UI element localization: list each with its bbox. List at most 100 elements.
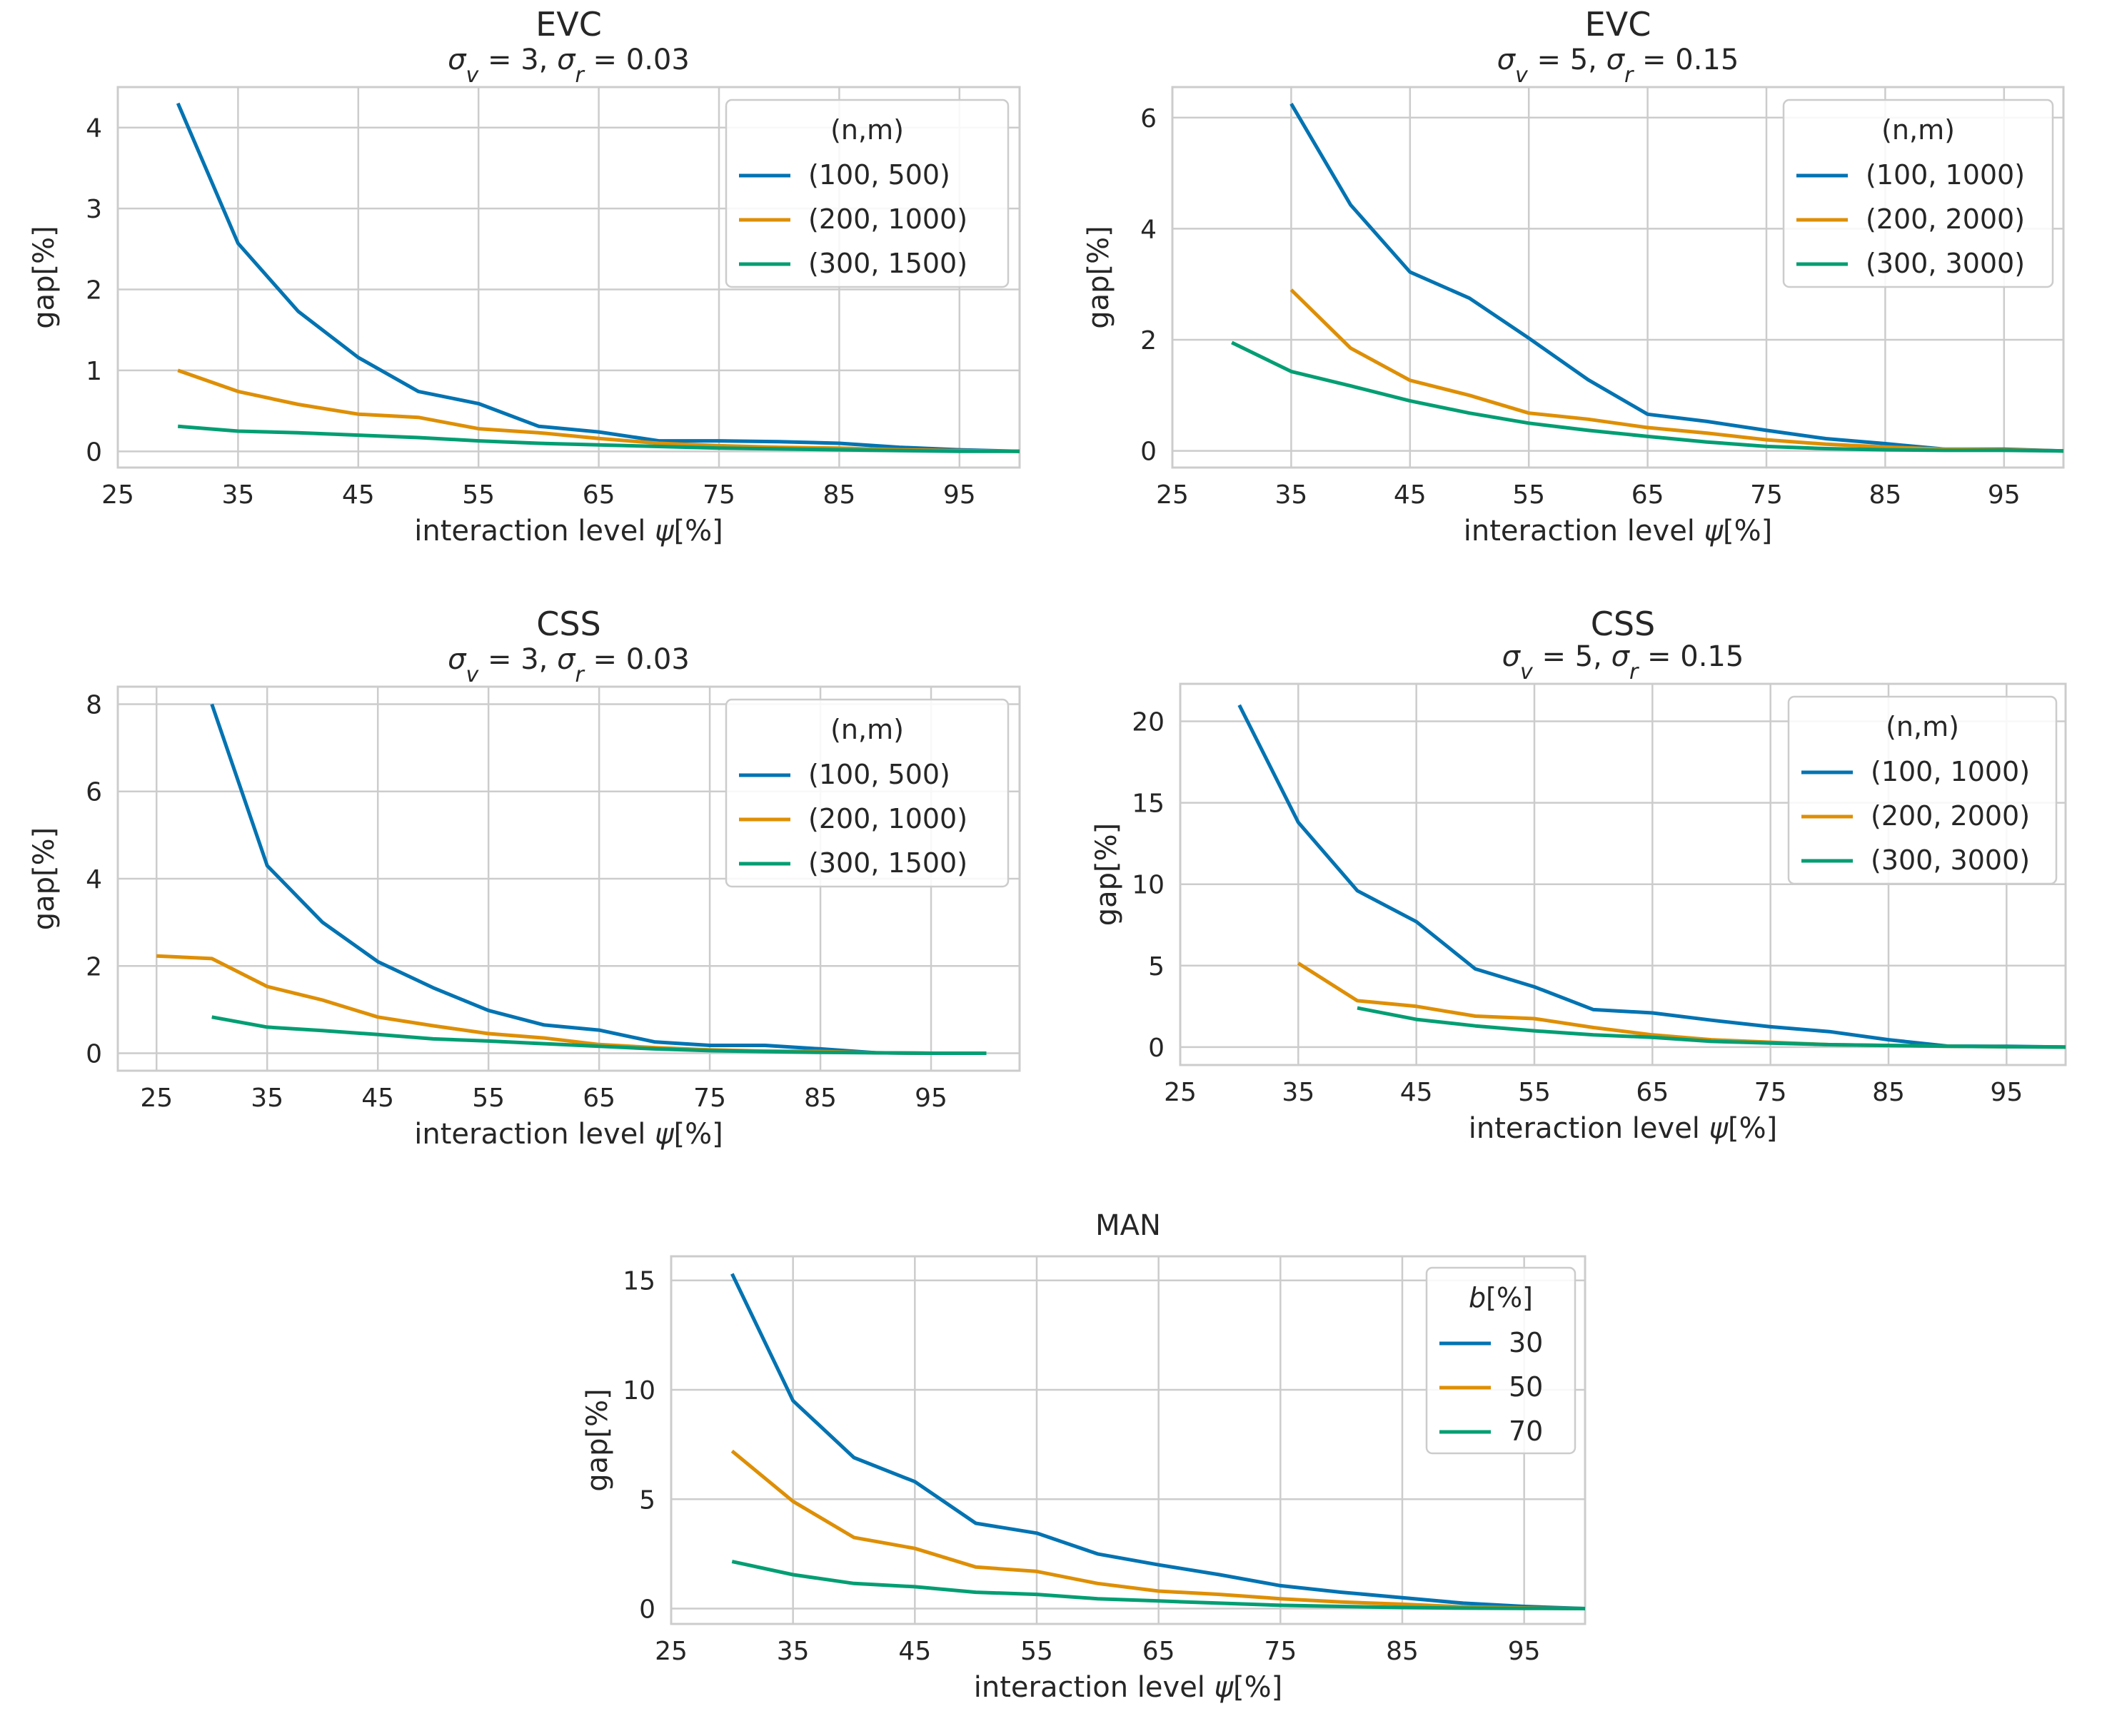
legend-entry-1: 30 xyxy=(1509,1327,1543,1358)
legend-box xyxy=(725,99,1010,288)
y-tick-label: 10 xyxy=(1132,871,1165,900)
chart-title: EVC xyxy=(535,5,602,44)
x-tick-label: 45 xyxy=(342,480,375,510)
series-line-1 xyxy=(176,102,1020,453)
x-axis-label: interaction level ψ[%] xyxy=(414,515,723,547)
y-tick-label: 3 xyxy=(86,195,102,224)
legend: (n,m) (100, 500) (200, 1000) (300, 1500) xyxy=(725,99,1010,288)
legend-box xyxy=(725,698,1010,888)
y-tick-label: 0 xyxy=(1148,1034,1165,1063)
x-tick-label: 35 xyxy=(777,1637,810,1666)
chart-man: MAN 25 35 45 55 65 75 85 95 0 5 10 15 interaction lev… xyxy=(581,1209,1586,1704)
x-axis-label: interaction level ψ[%] xyxy=(1464,515,1772,547)
y-tick-label: 1 xyxy=(86,357,102,386)
y-tick-label: 20 xyxy=(1132,707,1165,737)
x-tick-label: 95 xyxy=(1988,480,2021,510)
legend-entry-3: (300, 1500) xyxy=(808,847,967,879)
y-tick-label: 4 xyxy=(86,114,102,143)
legend: b[%] 30 50 70 xyxy=(1425,1266,1577,1455)
x-tick-label: 85 xyxy=(1869,480,1901,510)
y-axis-label: gap[%] xyxy=(1090,823,1123,927)
y-tick-label: 2 xyxy=(86,952,102,981)
x-tick-label: 95 xyxy=(943,480,976,510)
series-line-2 xyxy=(1289,288,2064,453)
legend-box xyxy=(1425,1266,1577,1455)
series-line-2 xyxy=(730,1449,1586,1610)
x-tick-label: 25 xyxy=(655,1637,688,1666)
chart-subtitle: σv = 5, σr = 0.15 xyxy=(1497,44,1739,88)
y-tick-label: 4 xyxy=(1140,215,1157,244)
plot-frame xyxy=(670,1255,1586,1625)
x-axis-label: interaction level ψ[%] xyxy=(974,1671,1282,1704)
series-line-3 xyxy=(177,424,1020,453)
series-line-3 xyxy=(731,1560,1586,1610)
y-tick-label: 15 xyxy=(1132,789,1165,819)
y-axis-label: gap[%] xyxy=(28,827,61,931)
x-tick-label: 85 xyxy=(804,1084,837,1113)
x-tick-label: 25 xyxy=(140,1084,173,1113)
chart-subtitle: σv = 3, σr = 0.03 xyxy=(448,643,690,687)
y-axis-label: gap[%] xyxy=(28,226,61,329)
chart-title: MAN xyxy=(1095,1209,1161,1242)
legend-entry-1: (100, 500) xyxy=(808,159,950,191)
x-tick-label: 45 xyxy=(1400,1078,1433,1107)
chart-subtitle: σv = 5, σr = 0.15 xyxy=(1502,640,1744,685)
x-tick-label: 55 xyxy=(1518,1078,1551,1107)
x-tick-label: 35 xyxy=(1274,480,1307,510)
legend-title: (n,m) xyxy=(830,714,904,745)
series-line-2 xyxy=(156,954,987,1055)
x-tick-label: 65 xyxy=(583,480,615,510)
y-tick-label: 0 xyxy=(639,1595,655,1625)
y-tick-label: 0 xyxy=(86,438,102,467)
plot-frame xyxy=(1179,682,2067,1066)
x-tick-label: 75 xyxy=(693,1084,726,1113)
x-tick-label: 25 xyxy=(101,480,134,510)
x-axis-label: interaction level ψ[%] xyxy=(414,1118,723,1151)
x-tick-label: 85 xyxy=(1872,1078,1905,1107)
legend-entry-1: (100, 500) xyxy=(808,759,950,790)
y-tick-label: 2 xyxy=(1140,326,1157,355)
x-tick-label: 25 xyxy=(1164,1078,1197,1107)
x-tick-label: 55 xyxy=(1512,480,1545,510)
x-axis-label: interaction level ψ[%] xyxy=(1469,1112,1777,1145)
chart-title: EVC xyxy=(1585,5,1651,44)
y-tick-label: 8 xyxy=(86,690,102,720)
series-line-3 xyxy=(1357,1006,2066,1049)
legend-entry-2: (200, 1000) xyxy=(808,203,967,235)
legend-entry-2: 50 xyxy=(1509,1371,1543,1403)
legend-title: (n,m) xyxy=(1881,114,1955,146)
y-tick-label: 5 xyxy=(639,1485,655,1515)
y-tick-label: 0 xyxy=(86,1040,102,1069)
chart-title: CSS xyxy=(1591,605,1656,643)
series-line-3 xyxy=(1231,340,2064,453)
legend-title: (n,m) xyxy=(830,114,904,146)
chart-title: CSS xyxy=(536,605,601,643)
x-tick-label: 95 xyxy=(1990,1078,2023,1107)
legend-entry-1: (100, 1000) xyxy=(1866,159,2025,191)
y-axis-label: gap[%] xyxy=(581,1388,614,1492)
y-tick-label: 15 xyxy=(623,1267,655,1296)
series-line-2 xyxy=(1297,962,2066,1049)
x-tick-label: 75 xyxy=(703,480,735,510)
x-tick-label: 55 xyxy=(1020,1637,1053,1666)
legend-entry-3: (300, 3000) xyxy=(1871,844,2030,876)
y-tick-label: 4 xyxy=(86,865,102,894)
x-tick-label: 65 xyxy=(1636,1078,1669,1107)
series-line-1 xyxy=(1237,704,2066,1049)
x-tick-label: 95 xyxy=(1508,1637,1541,1666)
y-tick-label: 6 xyxy=(1140,104,1157,133)
legend-entry-2: (200, 2000) xyxy=(1866,203,2025,235)
legend-box xyxy=(1787,695,2058,885)
x-tick-label: 65 xyxy=(1142,1637,1175,1666)
series-line-3 xyxy=(211,1015,987,1055)
x-tick-label: 55 xyxy=(462,480,495,510)
x-tick-label: 85 xyxy=(823,480,855,510)
plot-frame xyxy=(1171,86,2065,469)
x-tick-label: 45 xyxy=(361,1084,394,1113)
legend-entry-2: (200, 1000) xyxy=(808,803,967,834)
x-tick-label: 35 xyxy=(221,480,254,510)
plot-frame xyxy=(116,685,1021,1072)
